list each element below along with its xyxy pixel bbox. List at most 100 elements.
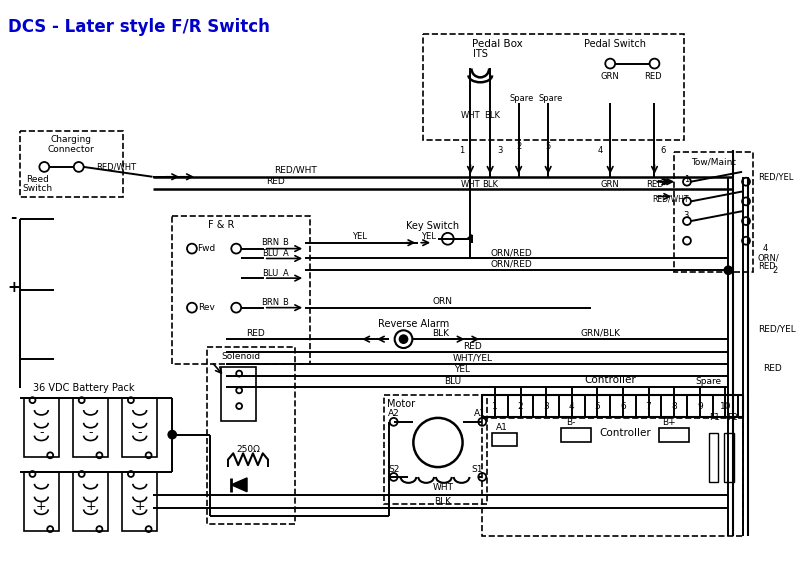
Bar: [122, 472, 158, 531]
Text: Switch: Switch: [22, 184, 53, 193]
Text: Spare: Spare: [539, 93, 563, 103]
Text: RED: RED: [246, 329, 266, 337]
Text: Charging: Charging: [50, 135, 91, 144]
Text: 1: 1: [684, 175, 689, 184]
Text: 3: 3: [497, 146, 502, 155]
Text: BRN: BRN: [262, 298, 280, 307]
Text: Controller: Controller: [584, 375, 636, 386]
Circle shape: [168, 431, 176, 438]
Text: YEL: YEL: [454, 365, 470, 374]
Bar: [206, 347, 295, 524]
Text: Reverse Alarm: Reverse Alarm: [378, 319, 449, 329]
Text: Spare: Spare: [510, 93, 534, 103]
Text: A1: A1: [496, 423, 508, 432]
Text: BRN: BRN: [262, 238, 280, 247]
Text: Connector: Connector: [47, 145, 94, 154]
Text: F1: F1: [709, 413, 720, 422]
Bar: [423, 34, 684, 140]
Text: ORN: ORN: [433, 297, 453, 306]
Text: GRN/BLK: GRN/BLK: [580, 329, 620, 337]
Text: GRN: GRN: [601, 72, 619, 81]
Text: ITS: ITS: [473, 49, 488, 59]
Text: Rev: Rev: [198, 303, 215, 312]
Text: 3: 3: [683, 211, 689, 219]
Text: YEL: YEL: [421, 232, 435, 241]
Text: RED: RED: [644, 72, 662, 81]
Bar: [724, 433, 734, 482]
Text: YEL: YEL: [352, 232, 366, 241]
Circle shape: [399, 335, 407, 343]
Text: -: -: [39, 426, 43, 439]
Bar: [73, 472, 108, 531]
Text: WHT/YEL: WHT/YEL: [453, 354, 493, 362]
Text: S2: S2: [388, 465, 399, 473]
Text: RED: RED: [758, 262, 775, 271]
Text: RED/WHT: RED/WHT: [274, 166, 317, 174]
Text: -: -: [138, 426, 142, 439]
Text: Key Switch: Key Switch: [406, 221, 460, 231]
Text: BLU: BLU: [262, 249, 278, 258]
Text: GRN: GRN: [601, 180, 619, 189]
Polygon shape: [231, 478, 247, 492]
Text: RED/YEL: RED/YEL: [758, 325, 795, 334]
Text: Tow/Maint: Tow/Maint: [691, 158, 736, 167]
Text: BLK: BLK: [482, 180, 498, 189]
Bar: [482, 418, 743, 536]
Bar: [172, 216, 310, 364]
Text: B+: B+: [662, 418, 676, 427]
Text: -: -: [88, 426, 93, 439]
Text: -: -: [10, 210, 17, 225]
Bar: [20, 131, 123, 198]
Text: Controller: Controller: [599, 427, 651, 438]
Text: RED: RED: [646, 180, 663, 189]
Bar: [659, 427, 689, 442]
Bar: [222, 367, 256, 421]
Text: 250Ω: 250Ω: [236, 445, 260, 454]
Text: S1: S1: [471, 465, 483, 473]
Text: BLK: BLK: [434, 497, 451, 506]
Text: RED/WHT: RED/WHT: [96, 162, 136, 171]
Text: 1: 1: [492, 402, 498, 411]
Text: 9: 9: [697, 402, 702, 411]
Text: 3: 3: [543, 402, 549, 411]
Text: Pedal Switch: Pedal Switch: [584, 39, 646, 49]
Text: 6: 6: [620, 402, 626, 411]
Text: 36 VDC Battery Pack: 36 VDC Battery Pack: [33, 383, 134, 393]
Text: 4: 4: [598, 146, 603, 155]
Text: RED/WHT: RED/WHT: [653, 195, 689, 204]
Text: A: A: [282, 249, 288, 258]
Text: RED: RED: [463, 342, 482, 351]
Text: Pedal Box: Pedal Box: [472, 39, 522, 49]
Text: BLK: BLK: [484, 111, 500, 120]
Text: 2: 2: [518, 402, 523, 411]
Text: WHT: WHT: [432, 483, 454, 492]
Text: 1: 1: [459, 146, 465, 155]
Text: DCS - Later style F/R Switch: DCS - Later style F/R Switch: [8, 18, 270, 36]
Text: +: +: [134, 500, 145, 513]
Text: 2: 2: [773, 266, 778, 275]
Text: A: A: [282, 269, 288, 278]
Text: B: B: [282, 238, 288, 247]
Text: B: B: [282, 298, 288, 307]
Bar: [24, 398, 59, 457]
Text: Reed: Reed: [26, 175, 49, 184]
Text: F & R: F & R: [208, 220, 234, 230]
Text: BLU: BLU: [262, 269, 278, 278]
Text: 5: 5: [594, 402, 600, 411]
Text: Fwd: Fwd: [198, 244, 216, 253]
Text: WHT: WHT: [461, 111, 480, 120]
Text: 6: 6: [660, 146, 666, 155]
Text: 5: 5: [546, 142, 551, 151]
Text: ORN/RED: ORN/RED: [491, 260, 533, 269]
Bar: [674, 152, 753, 272]
Text: ORN/: ORN/: [758, 254, 779, 263]
Text: +: +: [86, 500, 96, 513]
Text: B-: B-: [566, 418, 575, 427]
Text: RED: RED: [266, 177, 285, 186]
Bar: [73, 398, 108, 457]
Text: 8: 8: [671, 402, 677, 411]
Bar: [122, 398, 158, 457]
Bar: [561, 427, 590, 442]
Bar: [482, 395, 743, 417]
Text: A2: A2: [388, 410, 399, 418]
